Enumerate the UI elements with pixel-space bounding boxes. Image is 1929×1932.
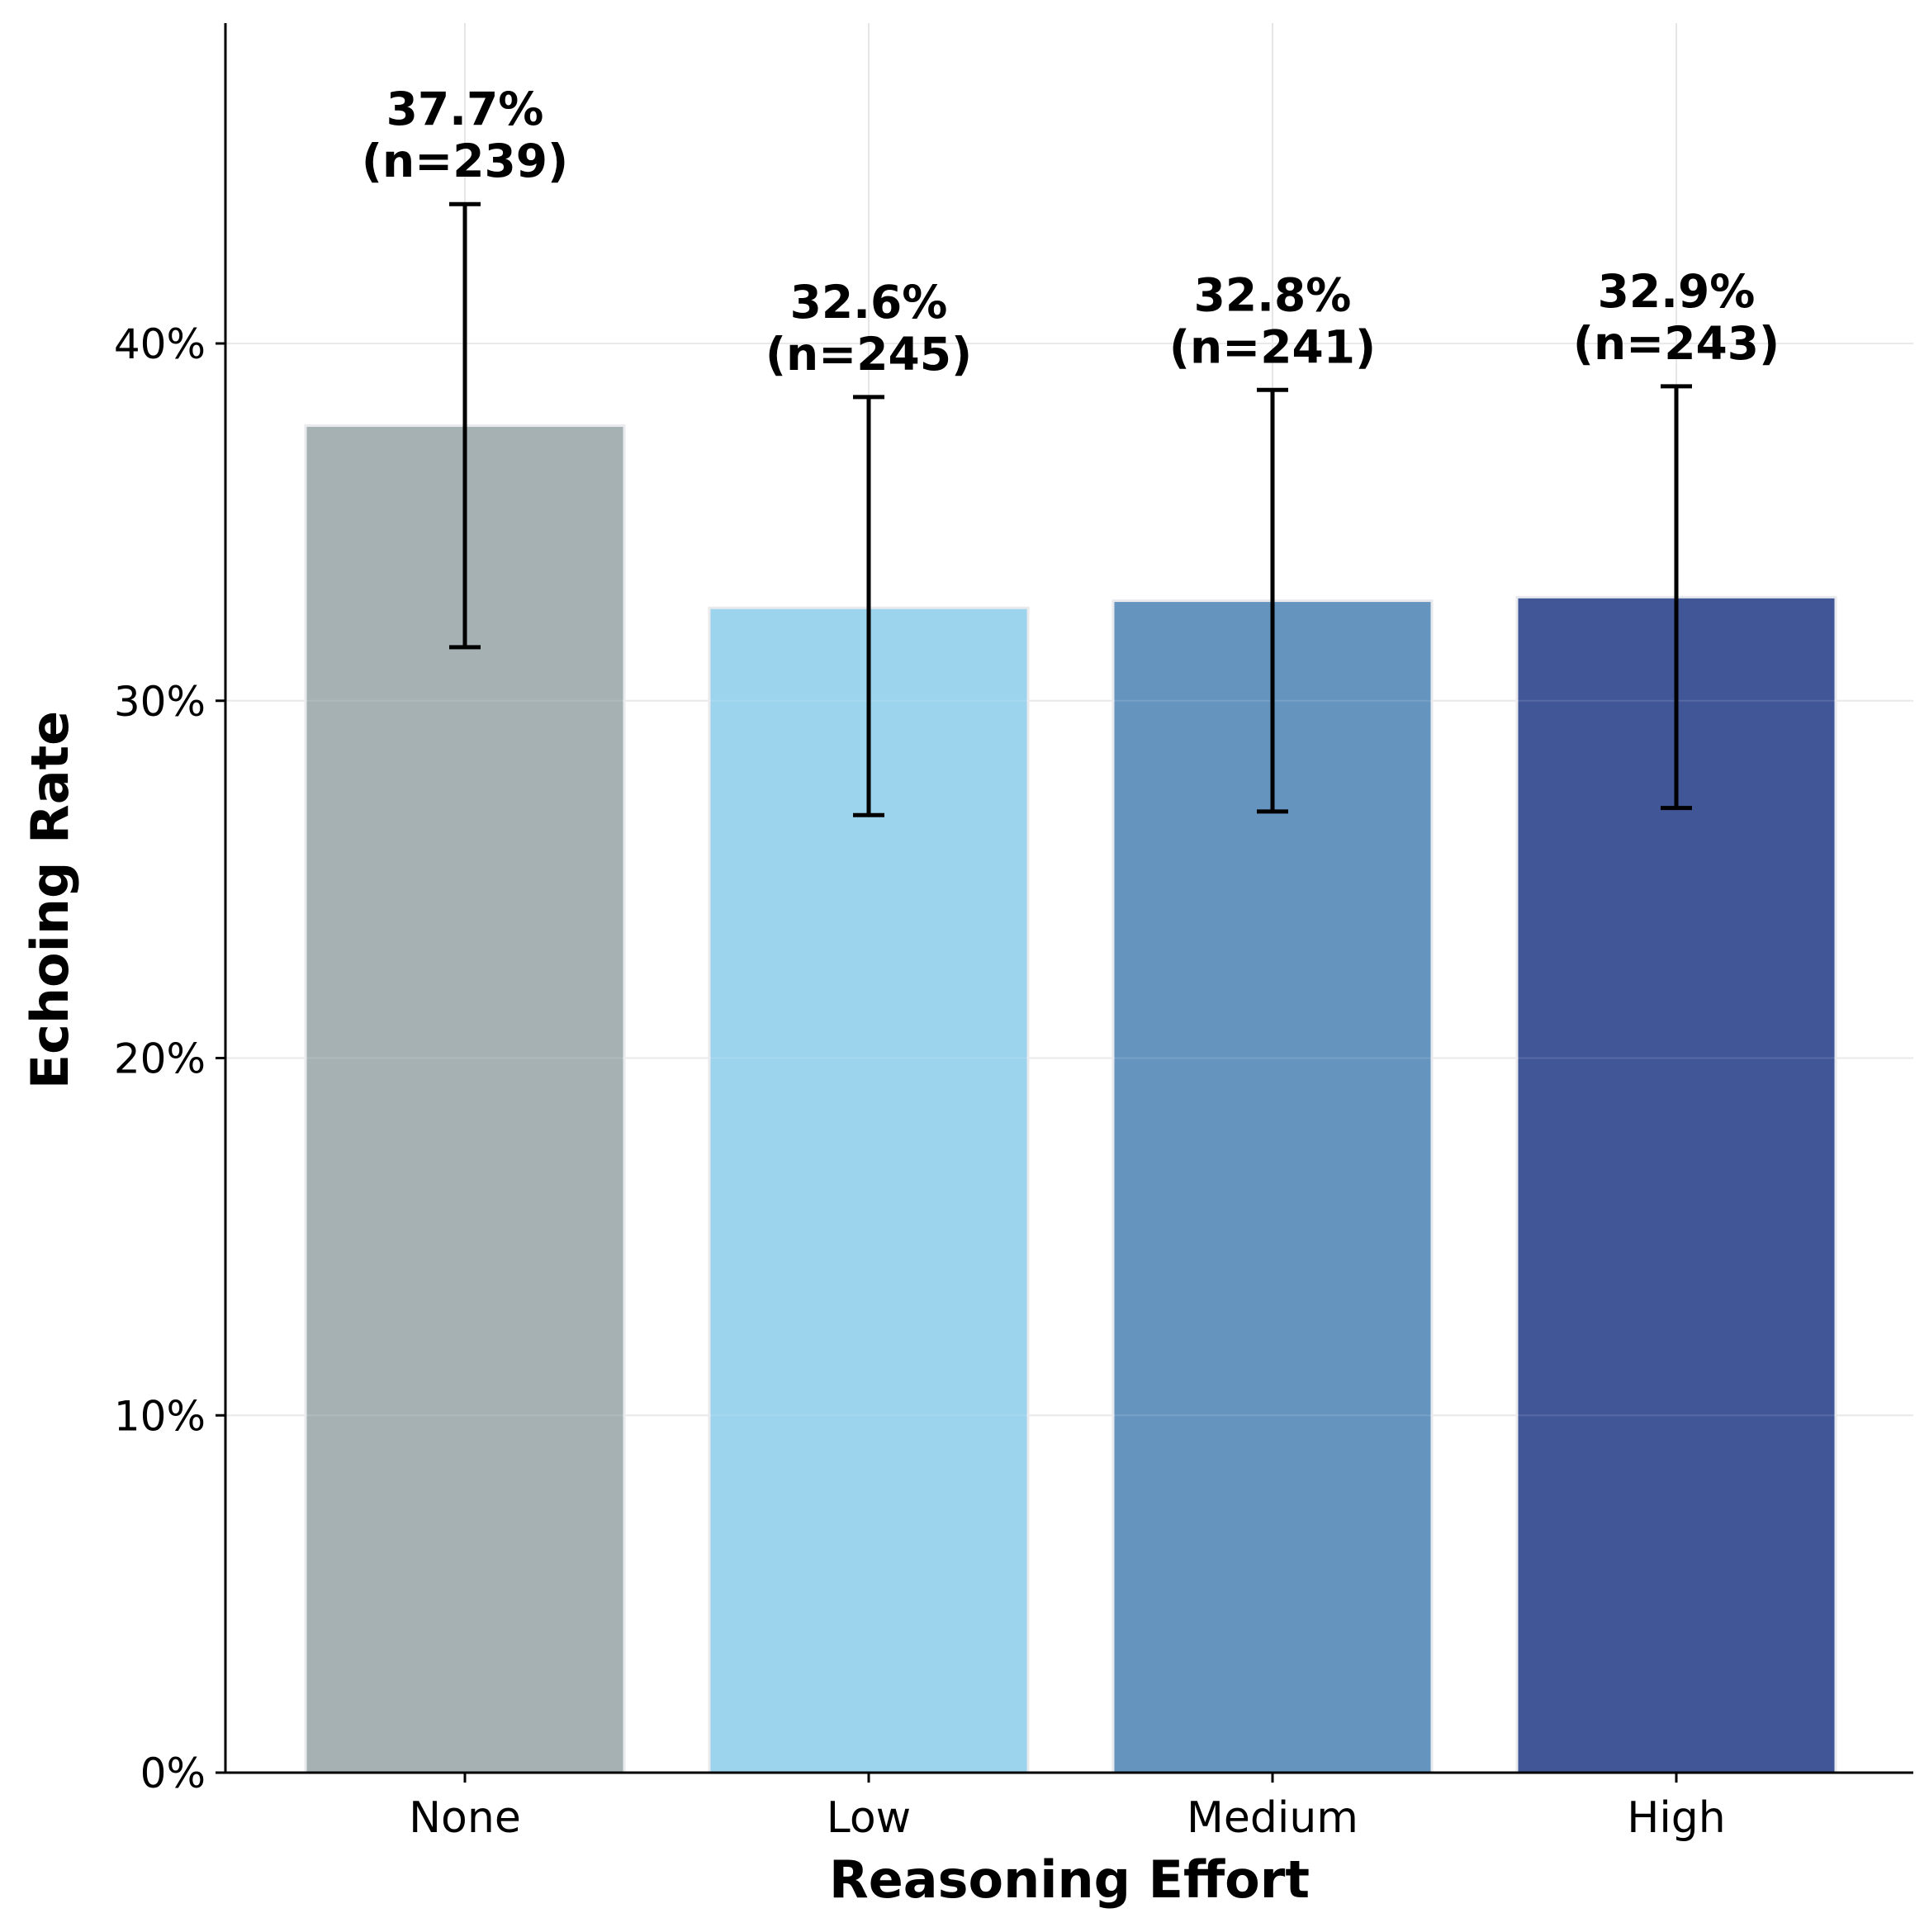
data-labels: 37.7%(n=239) 32.6%(n=245) 32.8%(n=241) 32.9… <box>362 83 1780 381</box>
y-tick-label: 40% <box>114 320 206 368</box>
value-label: 32.6% <box>790 276 948 329</box>
x-tick-label: High <box>1627 1793 1726 1843</box>
x-tick-label: Medium <box>1187 1793 1358 1843</box>
y-tick-label: 30% <box>114 678 206 726</box>
value-label: 32.8% <box>1194 268 1352 321</box>
y-ticks: 0% 10% 20% 30% 40% <box>114 320 225 1797</box>
sample-size-label: (n=243) <box>1573 317 1780 370</box>
y-tick-label: 20% <box>114 1035 206 1083</box>
error-bars <box>225 201 1913 1417</box>
sample-size-label: (n=241) <box>1169 320 1376 373</box>
bar-high <box>1515 595 1837 1774</box>
sample-size-label: (n=239) <box>362 135 568 187</box>
y-axis-label: Echoing Rate <box>20 711 80 1089</box>
x-axis-label: Reasoning Effort <box>829 1849 1310 1910</box>
x-tick-label: Low <box>827 1793 911 1843</box>
bar-none <box>304 424 626 1774</box>
axes <box>224 23 1913 1774</box>
sample-size-label: (n=245) <box>765 328 972 381</box>
y-tick-label: 0% <box>140 1750 206 1797</box>
x-ticks: None Low Medium High <box>409 1773 1726 1843</box>
value-label: 32.9% <box>1598 265 1756 318</box>
value-label: 37.7% <box>386 83 544 135</box>
y-tick-label: 10% <box>114 1392 206 1440</box>
x-tick-label: None <box>409 1793 521 1843</box>
bars <box>304 424 1837 1774</box>
